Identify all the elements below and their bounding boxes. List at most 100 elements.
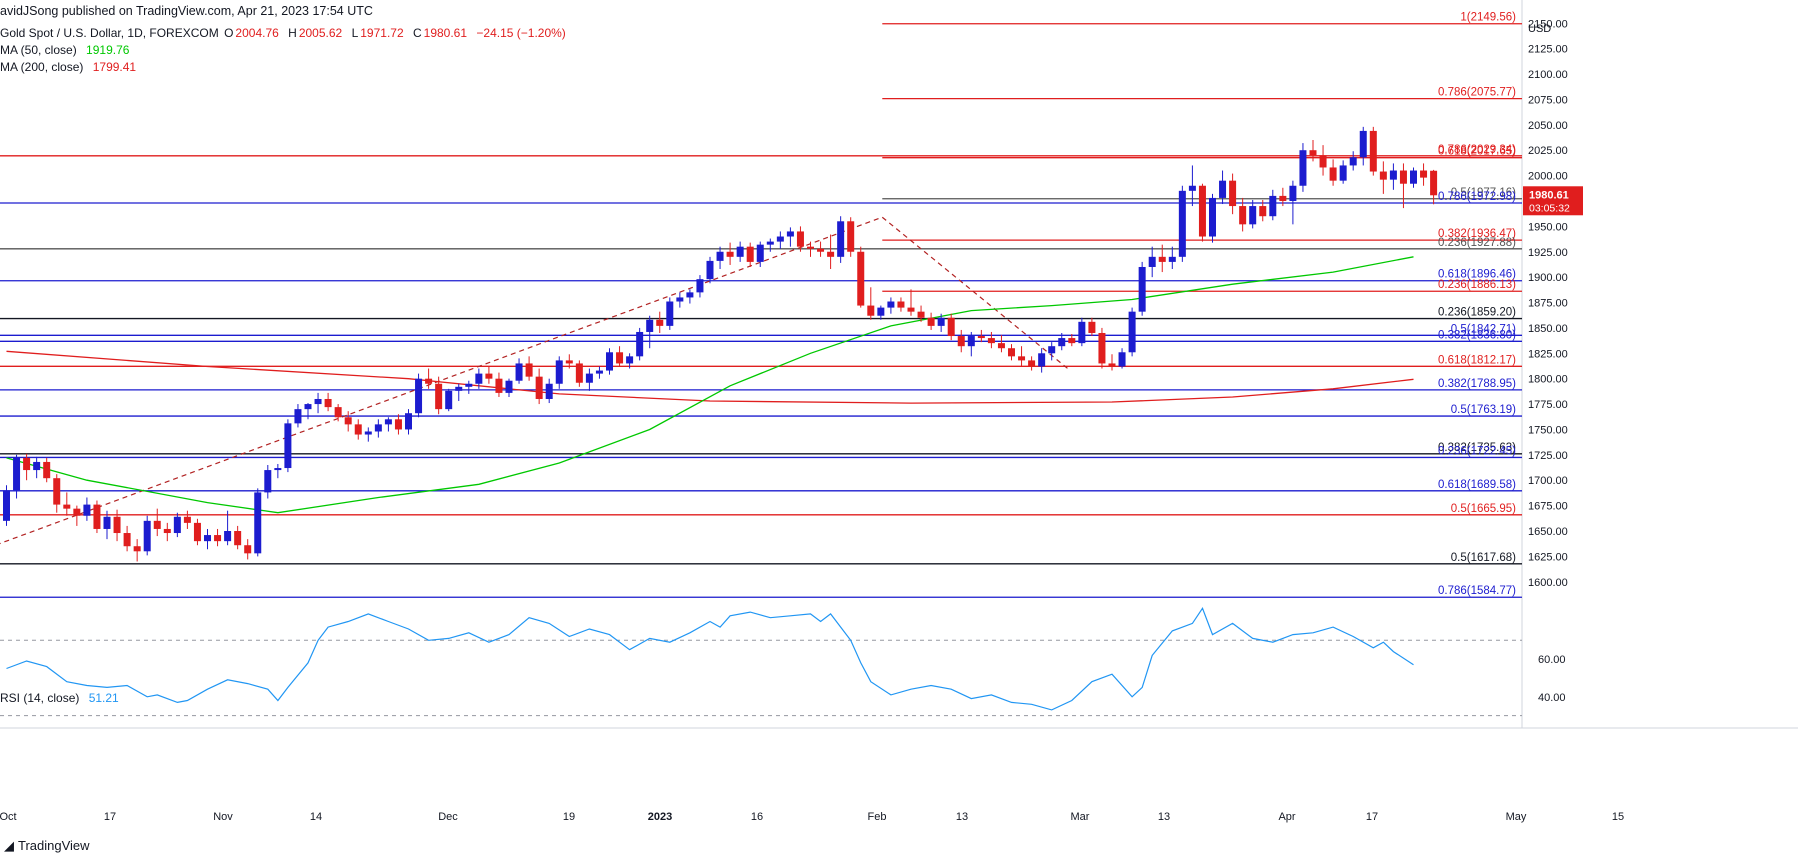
candle-body bbox=[1198, 185, 1206, 237]
candle-body bbox=[1229, 180, 1237, 207]
candle-body bbox=[595, 370, 603, 374]
candle-body bbox=[907, 307, 915, 312]
candle-body bbox=[445, 390, 453, 410]
rsi-line bbox=[6, 607, 1414, 711]
candle-body bbox=[766, 241, 774, 245]
price-tick-label: 2000.00 bbox=[1528, 171, 1568, 183]
time-tick-label: 19 bbox=[563, 811, 575, 823]
ma200-legend[interactable]: MA (200, close) 1799.41 bbox=[0, 60, 138, 74]
time-tick-label: Mar bbox=[1071, 811, 1090, 823]
price-tick-label: 1800.00 bbox=[1528, 374, 1568, 386]
rsi-tick-label: 40.00 bbox=[1538, 692, 1566, 704]
candle-body bbox=[706, 260, 714, 280]
candle-body bbox=[716, 251, 724, 261]
candle-body bbox=[1379, 171, 1387, 180]
candle-body bbox=[1018, 356, 1026, 361]
candle-body bbox=[1098, 332, 1106, 364]
ohlc-low-label: L bbox=[351, 26, 359, 40]
candle-body bbox=[405, 413, 412, 430]
candle-body bbox=[756, 244, 764, 262]
candle-body bbox=[93, 504, 101, 529]
candle-body bbox=[294, 409, 302, 424]
tradingview-footer[interactable]: ◢ TradingView bbox=[4, 838, 90, 854]
candle-body bbox=[877, 307, 885, 316]
ma50-value: 1919.76 bbox=[86, 43, 130, 57]
ma50-legend[interactable]: MA (50, close) 1919.76 bbox=[0, 43, 131, 57]
candle-body bbox=[254, 492, 262, 554]
price-tick-label: 1875.00 bbox=[1528, 298, 1568, 310]
price-tick-label: 1650.00 bbox=[1528, 526, 1568, 538]
candle-body bbox=[1038, 353, 1046, 367]
time-tick-label: Nov bbox=[213, 811, 233, 823]
candle-body bbox=[314, 398, 322, 405]
candle-body bbox=[807, 246, 814, 249]
candle-body bbox=[585, 373, 593, 383]
time-tick-label: 13 bbox=[1158, 811, 1170, 823]
candle-body bbox=[53, 478, 61, 505]
price-tick-label: 2100.00 bbox=[1528, 69, 1568, 81]
fib-level-label: 0.618(1689.58) bbox=[1438, 479, 1516, 491]
candle-body bbox=[13, 457, 21, 491]
time-tick-label: 13 bbox=[956, 811, 968, 823]
candle-body bbox=[1158, 256, 1166, 262]
candle-body bbox=[214, 535, 222, 542]
candle-body bbox=[796, 231, 804, 247]
fib-level-label: 0.786(1584.77) bbox=[1438, 585, 1516, 597]
price-tick-label: 1950.00 bbox=[1528, 221, 1568, 233]
candle-body bbox=[103, 516, 111, 529]
candle-body bbox=[897, 301, 905, 308]
candle-body bbox=[73, 508, 81, 516]
candle-body bbox=[1118, 352, 1126, 367]
candle-body bbox=[1309, 150, 1317, 156]
price-tick-label: 1850.00 bbox=[1528, 323, 1568, 335]
candle-body bbox=[1289, 185, 1297, 201]
candle-body bbox=[123, 533, 131, 547]
candle-body bbox=[1359, 130, 1367, 158]
candle-body bbox=[143, 520, 151, 552]
candle-body bbox=[1299, 150, 1307, 186]
candle-body bbox=[304, 404, 312, 410]
candle-body bbox=[606, 352, 613, 371]
rsi-tick-label: 60.00 bbox=[1538, 654, 1566, 666]
ohlc-close-value: 1980.61 bbox=[423, 26, 468, 40]
fib-level-label: 0.5(1977.16) bbox=[1451, 187, 1516, 199]
price-tick-label: 2050.00 bbox=[1528, 120, 1568, 132]
time-tick-label: 15 bbox=[1612, 811, 1624, 823]
candle-body bbox=[887, 301, 895, 308]
candle-body bbox=[515, 363, 523, 381]
trendline bbox=[0, 216, 883, 545]
candle-body bbox=[1369, 130, 1377, 172]
candle-body bbox=[133, 546, 141, 552]
price-tick-label: 1825.00 bbox=[1528, 348, 1568, 360]
candle-body bbox=[847, 221, 855, 252]
fib-level-label: 0.5(1617.68) bbox=[1451, 552, 1516, 564]
footer-brand: TradingView bbox=[18, 838, 90, 853]
candle-body bbox=[1259, 206, 1267, 217]
candle-body bbox=[686, 292, 694, 298]
candle-body bbox=[1410, 170, 1417, 184]
candle-body bbox=[1279, 195, 1287, 201]
candle-body bbox=[23, 457, 31, 471]
ma200-value: 1799.41 bbox=[92, 60, 137, 74]
candle-body bbox=[1178, 190, 1186, 257]
candle-body bbox=[817, 248, 825, 252]
candle-body bbox=[224, 530, 232, 542]
fib-level-label: 0.618(1812.17) bbox=[1438, 354, 1516, 366]
candle-body bbox=[867, 305, 875, 316]
candle-body bbox=[646, 319, 654, 332]
fib-level-label: 0.786(1972.98) bbox=[1438, 191, 1516, 203]
candle-body bbox=[555, 360, 563, 384]
candle-body bbox=[696, 279, 704, 293]
candle-body bbox=[495, 378, 503, 393]
price-tick-label: 1775.00 bbox=[1528, 399, 1568, 411]
candle-body bbox=[374, 424, 382, 432]
fib-level-label: 0.618(2017.65) bbox=[1438, 146, 1516, 158]
fib-level-label: 0.786(2075.77) bbox=[1438, 87, 1516, 99]
candle-body bbox=[455, 386, 463, 391]
ohlc-open-value: 2004.76 bbox=[235, 26, 279, 40]
candle-body bbox=[465, 383, 473, 387]
rsi-legend[interactable]: RSI (14, close) 51.21 bbox=[0, 691, 121, 705]
candle-body bbox=[1339, 165, 1347, 181]
